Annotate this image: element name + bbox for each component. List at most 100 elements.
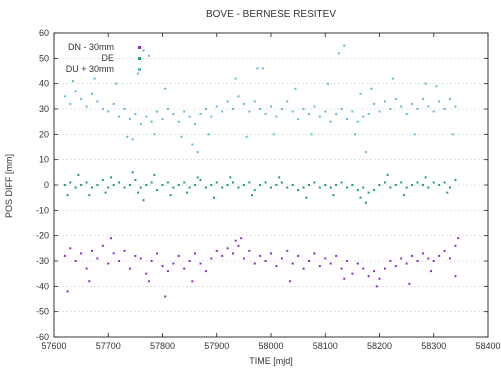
x-tick-label: 57900 <box>204 341 229 351</box>
data-point-series-1 <box>128 184 131 186</box>
data-point-series-2 <box>443 108 446 110</box>
data-point-series-2 <box>63 95 66 98</box>
data-point-series-2 <box>351 110 354 113</box>
data-point-series-2 <box>291 110 294 113</box>
data-point-series-1 <box>402 194 405 197</box>
data-point-series-0 <box>389 260 392 262</box>
data-point-series-2 <box>335 113 338 116</box>
x-tick-label: 57800 <box>150 341 175 351</box>
data-point-series-1 <box>107 186 110 189</box>
data-point-series-2 <box>90 92 93 95</box>
data-point-series-1 <box>416 181 419 184</box>
data-point-series-2 <box>343 44 346 47</box>
y-tick-label: -40 <box>36 281 49 291</box>
data-point-series-2 <box>139 123 142 126</box>
grid <box>54 58 488 312</box>
data-point-series-0 <box>145 272 148 275</box>
data-point-series-2 <box>272 133 275 136</box>
data-point-series-1 <box>335 184 338 186</box>
data-point-series-2 <box>207 133 210 136</box>
data-point-series-0 <box>345 260 348 262</box>
data-point-series-1 <box>88 194 91 197</box>
data-point-series-1 <box>66 194 69 197</box>
data-point-series-1 <box>237 186 240 189</box>
data-point-series-1 <box>389 186 392 189</box>
data-point-series-2 <box>210 115 213 118</box>
data-point-series-0 <box>123 249 126 252</box>
data-point-series-0 <box>259 254 262 257</box>
data-point-series-1 <box>367 191 370 194</box>
data-point-series-2 <box>356 120 359 123</box>
data-point-series-0 <box>90 249 93 252</box>
data-point-series-1 <box>340 181 343 184</box>
data-point-series-2 <box>383 100 386 103</box>
data-point-series-2 <box>232 108 235 110</box>
data-point-series-1 <box>150 181 153 184</box>
y-tick-label: -60 <box>36 332 49 342</box>
data-point-series-1 <box>394 184 397 186</box>
data-point-series-1 <box>166 181 169 184</box>
data-point-series-0 <box>234 239 237 242</box>
data-point-series-1 <box>215 181 218 184</box>
data-point-series-2 <box>275 115 278 118</box>
data-point-series-2 <box>432 110 435 113</box>
data-point-series-2 <box>199 113 202 116</box>
data-point-series-0 <box>454 275 457 278</box>
data-point-series-1 <box>118 181 121 184</box>
data-point-series-2 <box>131 138 134 141</box>
x-tick-label: 58400 <box>475 341 500 351</box>
data-point-series-2 <box>359 92 362 95</box>
data-point-series-0 <box>288 280 291 283</box>
data-point-series-0 <box>343 277 346 280</box>
data-point-series-1 <box>232 181 235 184</box>
data-point-series-2 <box>367 113 370 116</box>
data-point-series-0 <box>191 280 194 283</box>
data-point-series-0 <box>405 262 408 265</box>
axis-ticks: -60 -50 -40 -30 -20 -10 0 10 20 30 40 50 60 57600 5770… <box>36 28 501 351</box>
data-point-series-2 <box>96 100 99 103</box>
data-point-series-2 <box>74 90 77 93</box>
data-point-series-2 <box>435 85 438 88</box>
data-point-series-0 <box>194 252 197 255</box>
data-point-series-0 <box>356 262 359 265</box>
data-point-series-2 <box>71 80 74 83</box>
data-point-series-2 <box>307 113 310 116</box>
data-point-series-0 <box>177 254 180 257</box>
data-point-series-0 <box>96 257 99 260</box>
data-point-series-0 <box>221 254 224 257</box>
data-point-series-0 <box>240 237 243 240</box>
data-point-series-0 <box>253 262 256 265</box>
data-point-series-0 <box>183 267 186 270</box>
data-point-series-2 <box>80 97 83 100</box>
data-point-series-2 <box>248 110 251 113</box>
data-point-series-1 <box>359 196 362 199</box>
data-point-series-0 <box>411 254 414 257</box>
data-point-series-1 <box>356 189 359 192</box>
data-point-series-1 <box>400 181 403 184</box>
data-point-series-1 <box>185 191 188 194</box>
data-point-series-2 <box>177 120 180 123</box>
data-point-series-2 <box>261 67 264 70</box>
data-point-series-2 <box>226 100 229 103</box>
data-point-series-0 <box>242 257 245 260</box>
data-point-series-2 <box>137 72 140 75</box>
data-point-series-2 <box>145 115 148 118</box>
data-point-series-2 <box>362 115 365 118</box>
data-point-series-1 <box>142 199 145 202</box>
y-tick-label: 60 <box>39 28 49 38</box>
data-point-series-2 <box>424 82 427 85</box>
data-point-series-0 <box>307 260 310 262</box>
data-point-series-2 <box>196 151 199 154</box>
data-point-series-2 <box>318 115 321 118</box>
data-point-series-0 <box>340 267 343 270</box>
data-point-series-0 <box>74 260 77 262</box>
data-point-series-0 <box>430 270 433 273</box>
data-point-series-2 <box>85 105 88 108</box>
data-point-series-0 <box>275 265 278 268</box>
data-point-series-1 <box>101 178 104 181</box>
data-point-series-1 <box>229 176 232 179</box>
data-point-series-2 <box>128 118 131 121</box>
data-point-series-0 <box>232 252 235 255</box>
data-point-series-1 <box>221 186 224 189</box>
data-point-series-0 <box>408 282 411 285</box>
